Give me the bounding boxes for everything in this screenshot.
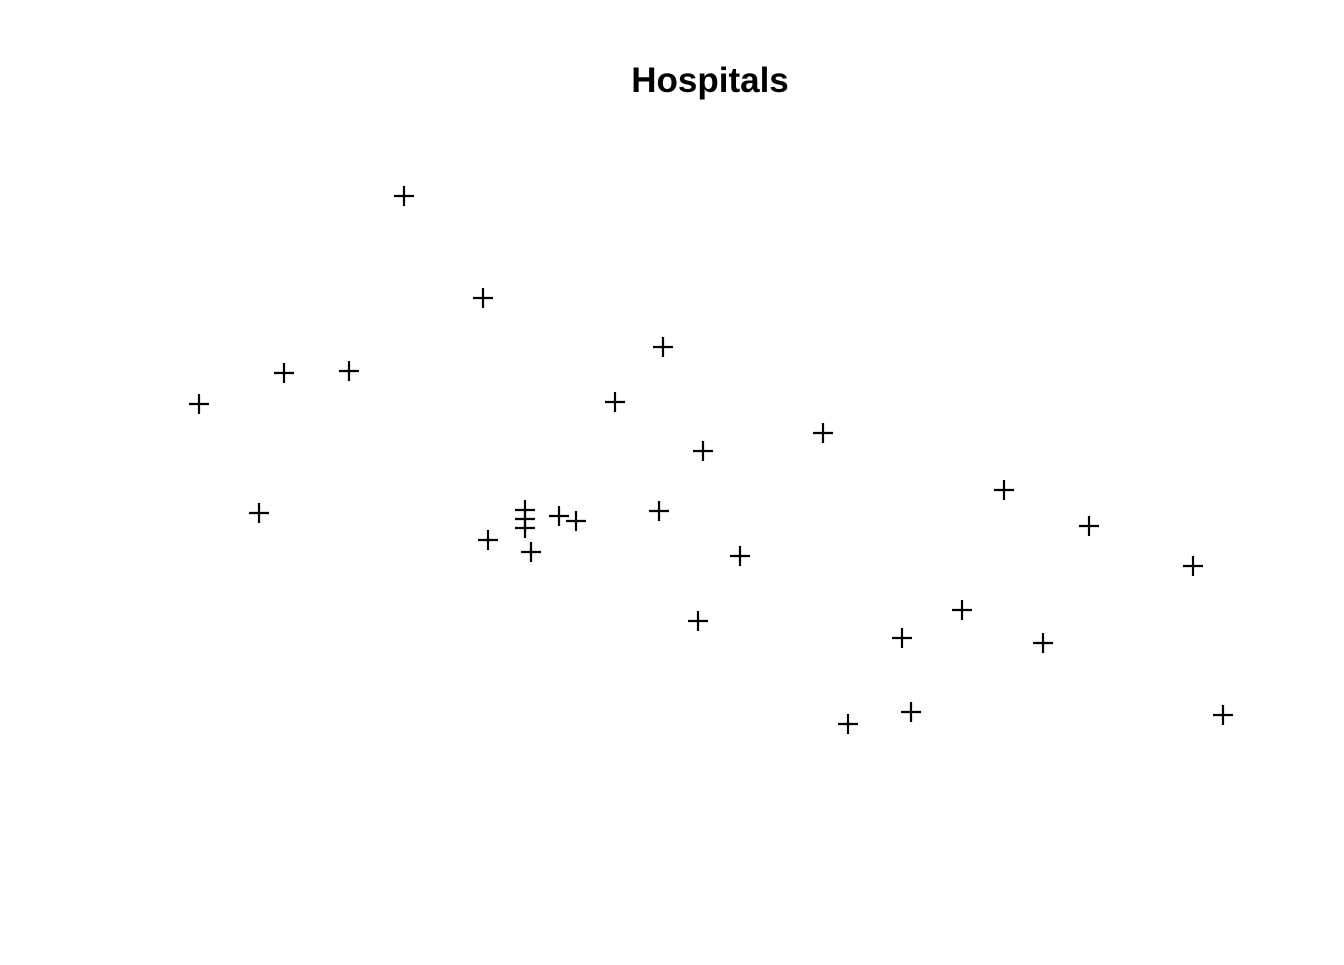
data-point-5 xyxy=(339,361,359,381)
data-point-27 xyxy=(901,702,921,722)
data-point-23 xyxy=(952,600,972,620)
data-point-7 xyxy=(605,392,625,412)
data-point-29 xyxy=(838,714,858,734)
data-point-20 xyxy=(521,542,541,562)
data-point-22 xyxy=(1183,556,1203,576)
data-point-18 xyxy=(1079,516,1099,536)
data-point-26 xyxy=(1033,633,1053,653)
data-point-15 xyxy=(549,506,569,526)
data-point-25 xyxy=(892,628,912,648)
data-point-19 xyxy=(478,530,498,550)
chart-title: Hospitals xyxy=(631,61,789,100)
data-point-28 xyxy=(1213,705,1233,725)
data-point-10 xyxy=(994,480,1014,500)
data-point-16 xyxy=(566,511,586,531)
data-point-3 xyxy=(653,337,673,357)
data-point-9 xyxy=(693,441,713,461)
data-point-14 xyxy=(515,518,535,538)
data-point-8 xyxy=(813,423,833,443)
data-point-2 xyxy=(473,288,493,308)
data-point-6 xyxy=(189,394,209,414)
points-layer xyxy=(189,186,1233,734)
data-point-21 xyxy=(730,546,750,566)
data-point-4 xyxy=(274,363,294,383)
data-point-11 xyxy=(249,503,269,523)
data-point-17 xyxy=(649,501,669,521)
data-point-1 xyxy=(394,186,414,206)
data-point-24 xyxy=(688,611,708,631)
